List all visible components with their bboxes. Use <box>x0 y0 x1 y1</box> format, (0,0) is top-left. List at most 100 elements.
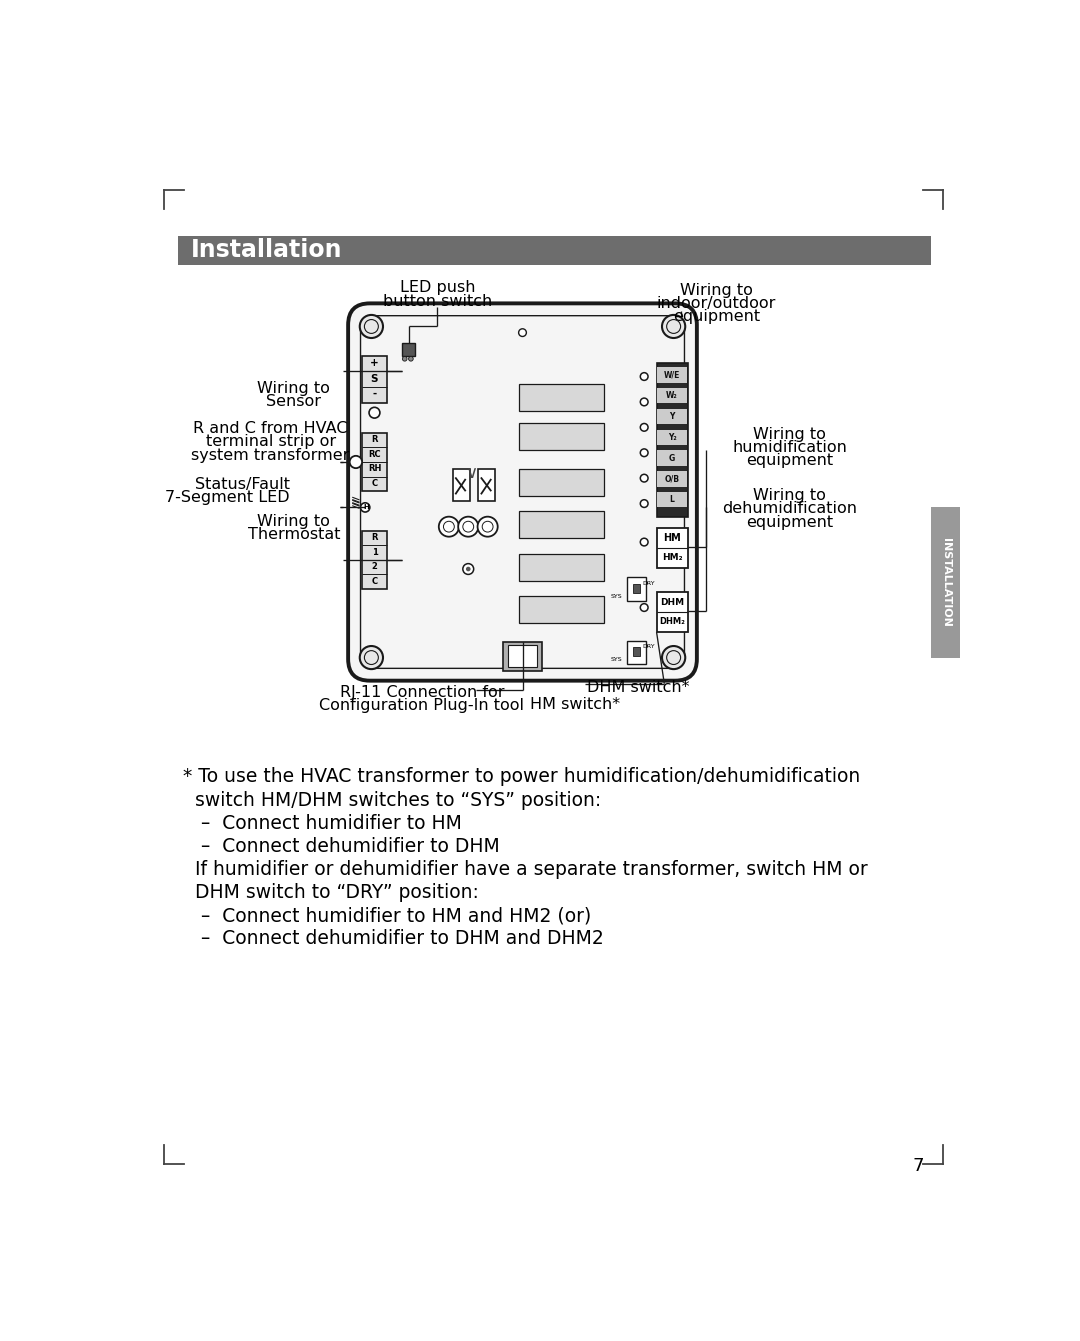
Text: 2: 2 <box>372 562 377 571</box>
Bar <box>657 363 688 518</box>
Text: Wiring to: Wiring to <box>257 381 330 396</box>
Text: 1: 1 <box>372 547 377 557</box>
Circle shape <box>403 357 407 361</box>
Text: Wiring to: Wiring to <box>754 488 826 503</box>
Text: system transformer: system transformer <box>191 448 350 463</box>
Text: * To use the HVAC transformer to power humidification/dehumidification: * To use the HVAC transformer to power h… <box>183 767 861 786</box>
Text: L: L <box>670 495 675 504</box>
Text: Configuration Plug-In tool: Configuration Plug-In tool <box>320 697 524 713</box>
Text: Wiring to: Wiring to <box>679 283 753 298</box>
Text: HM₂: HM₂ <box>662 552 683 562</box>
Circle shape <box>465 567 471 571</box>
Text: HM: HM <box>663 534 681 543</box>
Text: O/B: O/B <box>664 475 679 483</box>
Text: If humidifier or dehumidifier have a separate transformer, switch HM or: If humidifier or dehumidifier have a sep… <box>183 860 868 878</box>
Bar <box>518 469 604 496</box>
Text: Sensor: Sensor <box>267 394 322 409</box>
Circle shape <box>408 357 414 361</box>
Text: equipment: equipment <box>746 453 834 468</box>
Text: DRY: DRY <box>643 644 656 649</box>
Bar <box>658 367 687 382</box>
Text: RJ-11 Connection for: RJ-11 Connection for <box>339 685 504 700</box>
Text: DHM: DHM <box>660 598 684 606</box>
Circle shape <box>640 424 648 432</box>
Text: Wiring to: Wiring to <box>257 514 330 528</box>
Text: DHM switch*: DHM switch* <box>586 680 689 695</box>
Bar <box>177 236 931 266</box>
Bar <box>362 531 387 589</box>
Text: humidification: humidification <box>732 440 848 455</box>
Text: G: G <box>669 453 675 463</box>
Bar <box>658 388 687 404</box>
Bar <box>658 492 687 507</box>
Text: R: R <box>372 532 378 542</box>
Circle shape <box>662 646 685 669</box>
Text: equipment: equipment <box>746 515 834 530</box>
Text: LED push: LED push <box>400 280 475 295</box>
Text: SYS: SYS <box>610 594 622 599</box>
Circle shape <box>640 538 648 546</box>
Text: W₂: W₂ <box>666 392 678 400</box>
Bar <box>658 471 687 487</box>
Bar <box>657 593 688 632</box>
Text: Y₂: Y₂ <box>667 433 676 441</box>
Bar <box>403 343 415 355</box>
Circle shape <box>640 373 648 381</box>
Bar <box>503 642 542 672</box>
Bar <box>658 451 687 465</box>
Circle shape <box>640 500 648 507</box>
Text: 7: 7 <box>912 1157 923 1175</box>
Text: S: S <box>370 374 378 384</box>
Text: indoor/outdoor: indoor/outdoor <box>657 296 775 311</box>
Bar <box>658 429 687 445</box>
Text: DHM₂: DHM₂ <box>659 617 685 626</box>
Text: R and C from HVAC: R and C from HVAC <box>193 421 348 436</box>
Bar <box>518 595 604 624</box>
Bar <box>658 409 687 424</box>
Circle shape <box>640 603 648 611</box>
Circle shape <box>458 516 478 536</box>
Text: W/E: W/E <box>664 370 680 380</box>
Text: equipment: equipment <box>673 308 760 325</box>
Text: Thermostat: Thermostat <box>247 527 340 542</box>
Circle shape <box>438 516 459 536</box>
Bar <box>931 507 960 657</box>
Text: ∨: ∨ <box>467 464 478 481</box>
Bar <box>453 469 470 502</box>
Circle shape <box>477 516 498 536</box>
Text: SYS: SYS <box>610 657 622 662</box>
Circle shape <box>360 646 383 669</box>
Bar <box>478 469 496 502</box>
Text: –  Connect dehumidifier to DHM: – Connect dehumidifier to DHM <box>183 837 500 856</box>
Text: HM switch*: HM switch* <box>530 697 620 712</box>
Bar <box>518 422 604 449</box>
Bar <box>633 646 640 656</box>
Text: H: H <box>363 504 369 511</box>
Text: RH: RH <box>368 464 381 473</box>
Text: Y: Y <box>670 412 675 421</box>
Text: dehumidification: dehumidification <box>723 502 858 516</box>
FancyBboxPatch shape <box>348 303 697 681</box>
Text: R: R <box>372 436 378 444</box>
Bar <box>508 645 537 666</box>
Bar <box>657 528 688 569</box>
Text: DRY: DRY <box>643 581 656 586</box>
Text: Wiring to: Wiring to <box>754 426 826 441</box>
Text: RC: RC <box>368 449 381 459</box>
Text: DHM switch to “DRY” position:: DHM switch to “DRY” position: <box>183 882 478 902</box>
Text: –  Connect dehumidifier to DHM and DHM2: – Connect dehumidifier to DHM and DHM2 <box>183 929 604 948</box>
Circle shape <box>360 315 383 338</box>
Bar <box>362 355 387 404</box>
Circle shape <box>640 398 648 406</box>
Circle shape <box>640 475 648 481</box>
Text: button switch: button switch <box>382 294 491 308</box>
Text: terminal strip or: terminal strip or <box>205 434 336 449</box>
Text: C: C <box>372 577 378 586</box>
Circle shape <box>361 503 369 512</box>
Bar <box>518 511 604 538</box>
Circle shape <box>463 563 474 574</box>
Bar <box>362 433 387 491</box>
Text: –  Connect humidifier to HM: – Connect humidifier to HM <box>183 814 462 833</box>
Text: switch HM/DHM switches to “SYS” position:: switch HM/DHM switches to “SYS” position… <box>183 791 602 810</box>
Text: +: + <box>370 358 379 369</box>
